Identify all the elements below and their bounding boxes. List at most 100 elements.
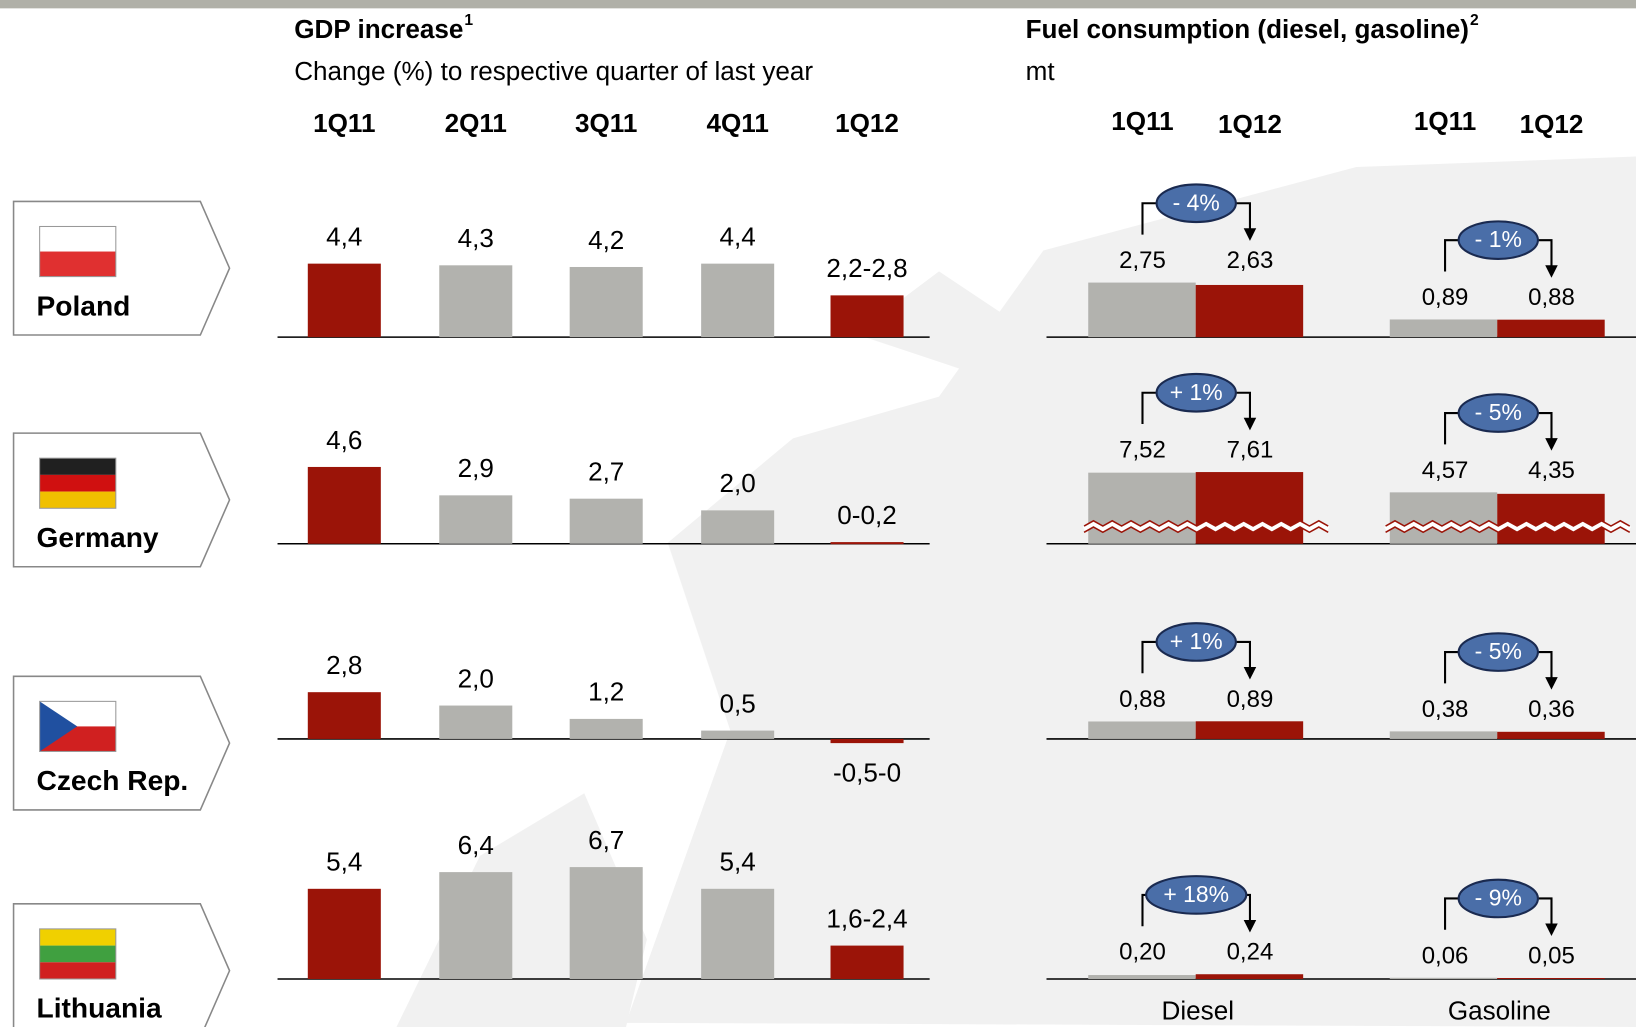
flag-stripe bbox=[39, 251, 116, 277]
period-header: 1Q11 bbox=[1414, 106, 1476, 136]
gdp-bar bbox=[307, 692, 381, 739]
change-bubble: - 4% bbox=[1155, 183, 1237, 224]
change-bubble: + 1% bbox=[1155, 372, 1237, 413]
fuel-bar bbox=[1195, 721, 1304, 739]
gdp-bar bbox=[307, 888, 381, 979]
gdp-value-label: 0,5 bbox=[720, 688, 756, 718]
gdp-value-label: 2,0 bbox=[720, 468, 756, 498]
flag-stripe bbox=[39, 226, 116, 252]
gdp-value-label: 4,3 bbox=[458, 223, 494, 253]
fuel-bar bbox=[1195, 284, 1304, 338]
fuel-bar bbox=[1389, 319, 1498, 338]
gdp-title: GDP increase bbox=[294, 14, 463, 44]
change-label: + 18% bbox=[1163, 881, 1229, 907]
gdp-value-label: 4,2 bbox=[588, 225, 624, 255]
change-label: - 1% bbox=[1475, 226, 1522, 252]
fuel-bar bbox=[1088, 975, 1196, 979]
fuel-value-label: 0,05 bbox=[1528, 942, 1575, 969]
change-bubble: - 1% bbox=[1457, 220, 1539, 260]
fuel-value-label: 2,63 bbox=[1227, 247, 1274, 274]
fuel-value-label: 0,24 bbox=[1227, 939, 1274, 966]
gdp-bar bbox=[439, 872, 513, 979]
country-name: Poland bbox=[37, 289, 131, 321]
change-arrow bbox=[1243, 667, 1257, 680]
gdp-bar bbox=[569, 718, 643, 739]
change-label: + 1% bbox=[1170, 628, 1223, 654]
change-label: - 9% bbox=[1475, 885, 1522, 911]
gdp-value-label: 5,4 bbox=[720, 847, 756, 877]
gdp-bar bbox=[569, 266, 643, 338]
fuel-bar bbox=[1195, 974, 1304, 979]
fuel-bar bbox=[1389, 977, 1498, 979]
gdp-forecast-bar bbox=[830, 945, 904, 979]
fuel-value-label: 7,52 bbox=[1119, 437, 1166, 464]
change-arrow bbox=[1545, 677, 1558, 690]
period-header: 1Q12 bbox=[1218, 109, 1282, 139]
change-arrow bbox=[1545, 923, 1558, 937]
gdp-value-label: 4,4 bbox=[720, 221, 756, 251]
fuel-name: Diesel bbox=[1162, 995, 1234, 1025]
fuel-bar bbox=[1088, 721, 1196, 739]
gdp-forecast-bar bbox=[830, 542, 904, 545]
gdp-value-label: 6,4 bbox=[458, 830, 494, 860]
flag-stripe bbox=[39, 945, 116, 963]
change-bubble: - 9% bbox=[1457, 878, 1539, 919]
flag-stripe bbox=[39, 458, 116, 475]
change-bubble: - 5% bbox=[1457, 632, 1539, 672]
gdp-bar bbox=[701, 730, 775, 739]
gdp-forecast-label: 2,2-2,8 bbox=[826, 253, 907, 283]
axis-break bbox=[1384, 520, 1632, 533]
flag-stripe bbox=[39, 474, 116, 492]
gdp-subtitle: Change (%) to respective quarter of last… bbox=[294, 56, 813, 86]
fuel-bar bbox=[1497, 319, 1605, 338]
bubble-shape bbox=[1457, 220, 1539, 260]
bubble-shape bbox=[1145, 875, 1248, 915]
period-header: 1Q11 bbox=[1111, 106, 1173, 136]
gdp-bar bbox=[701, 263, 775, 338]
change-bubble: + 1% bbox=[1155, 622, 1237, 662]
fuel-value-label: 2,75 bbox=[1119, 247, 1166, 274]
fuel-value-label: 0,89 bbox=[1227, 686, 1274, 713]
flag-stripe bbox=[39, 962, 116, 979]
fuel-value-label: 0,88 bbox=[1528, 284, 1575, 311]
gdp-forecast-label: 0-0,2 bbox=[837, 500, 896, 530]
axis-break bbox=[1083, 519, 1329, 527]
bubble-shape bbox=[1457, 878, 1539, 919]
bubble-shape bbox=[1155, 183, 1237, 224]
fuel-value-label: 0,20 bbox=[1119, 939, 1166, 966]
change-arrow bbox=[1243, 919, 1257, 933]
gdp-forecast-label: -0,5-0 bbox=[833, 757, 901, 787]
fuel-bar bbox=[1389, 731, 1498, 739]
fuel-title: Fuel consumption (diesel, gasoline) bbox=[1026, 14, 1469, 44]
gdp-value-label: 4,4 bbox=[326, 221, 362, 251]
gdp-value-label: 6,7 bbox=[588, 825, 624, 855]
fuel-value-label: 7,61 bbox=[1227, 437, 1274, 464]
fuel-bar bbox=[1389, 492, 1498, 544]
fuel-value-label: 0,36 bbox=[1528, 696, 1575, 723]
axis-break bbox=[1385, 526, 1631, 534]
country-name: Lithuania bbox=[37, 992, 162, 1024]
change-arrow bbox=[1243, 228, 1257, 241]
flag-triangle bbox=[39, 701, 78, 752]
flag-stripe bbox=[39, 491, 116, 509]
fuel-unit: mt bbox=[1026, 56, 1056, 86]
fuel-bar bbox=[1497, 493, 1605, 544]
fuel-value-label: 4,57 bbox=[1422, 457, 1469, 484]
gdp-value-label: 4,6 bbox=[326, 425, 362, 455]
flag-border bbox=[39, 928, 117, 980]
fuel-bar bbox=[1088, 472, 1196, 544]
fuel-value-label: 0,06 bbox=[1422, 942, 1469, 969]
gdp-bar bbox=[307, 466, 381, 544]
bubble-shape bbox=[1155, 372, 1237, 413]
period-header: 2Q11 bbox=[445, 108, 507, 138]
axis-break bbox=[1385, 519, 1631, 527]
gdp-forecast-bar bbox=[830, 738, 904, 744]
gdp-forecast-bar bbox=[830, 295, 904, 338]
change-bubble: + 18% bbox=[1145, 875, 1248, 915]
gdp-bar bbox=[439, 705, 513, 739]
fuel-bar bbox=[1088, 282, 1196, 338]
change-bubble: - 5% bbox=[1457, 393, 1539, 433]
period-header: 4Q11 bbox=[706, 108, 768, 138]
fuel-bar bbox=[1195, 472, 1304, 544]
